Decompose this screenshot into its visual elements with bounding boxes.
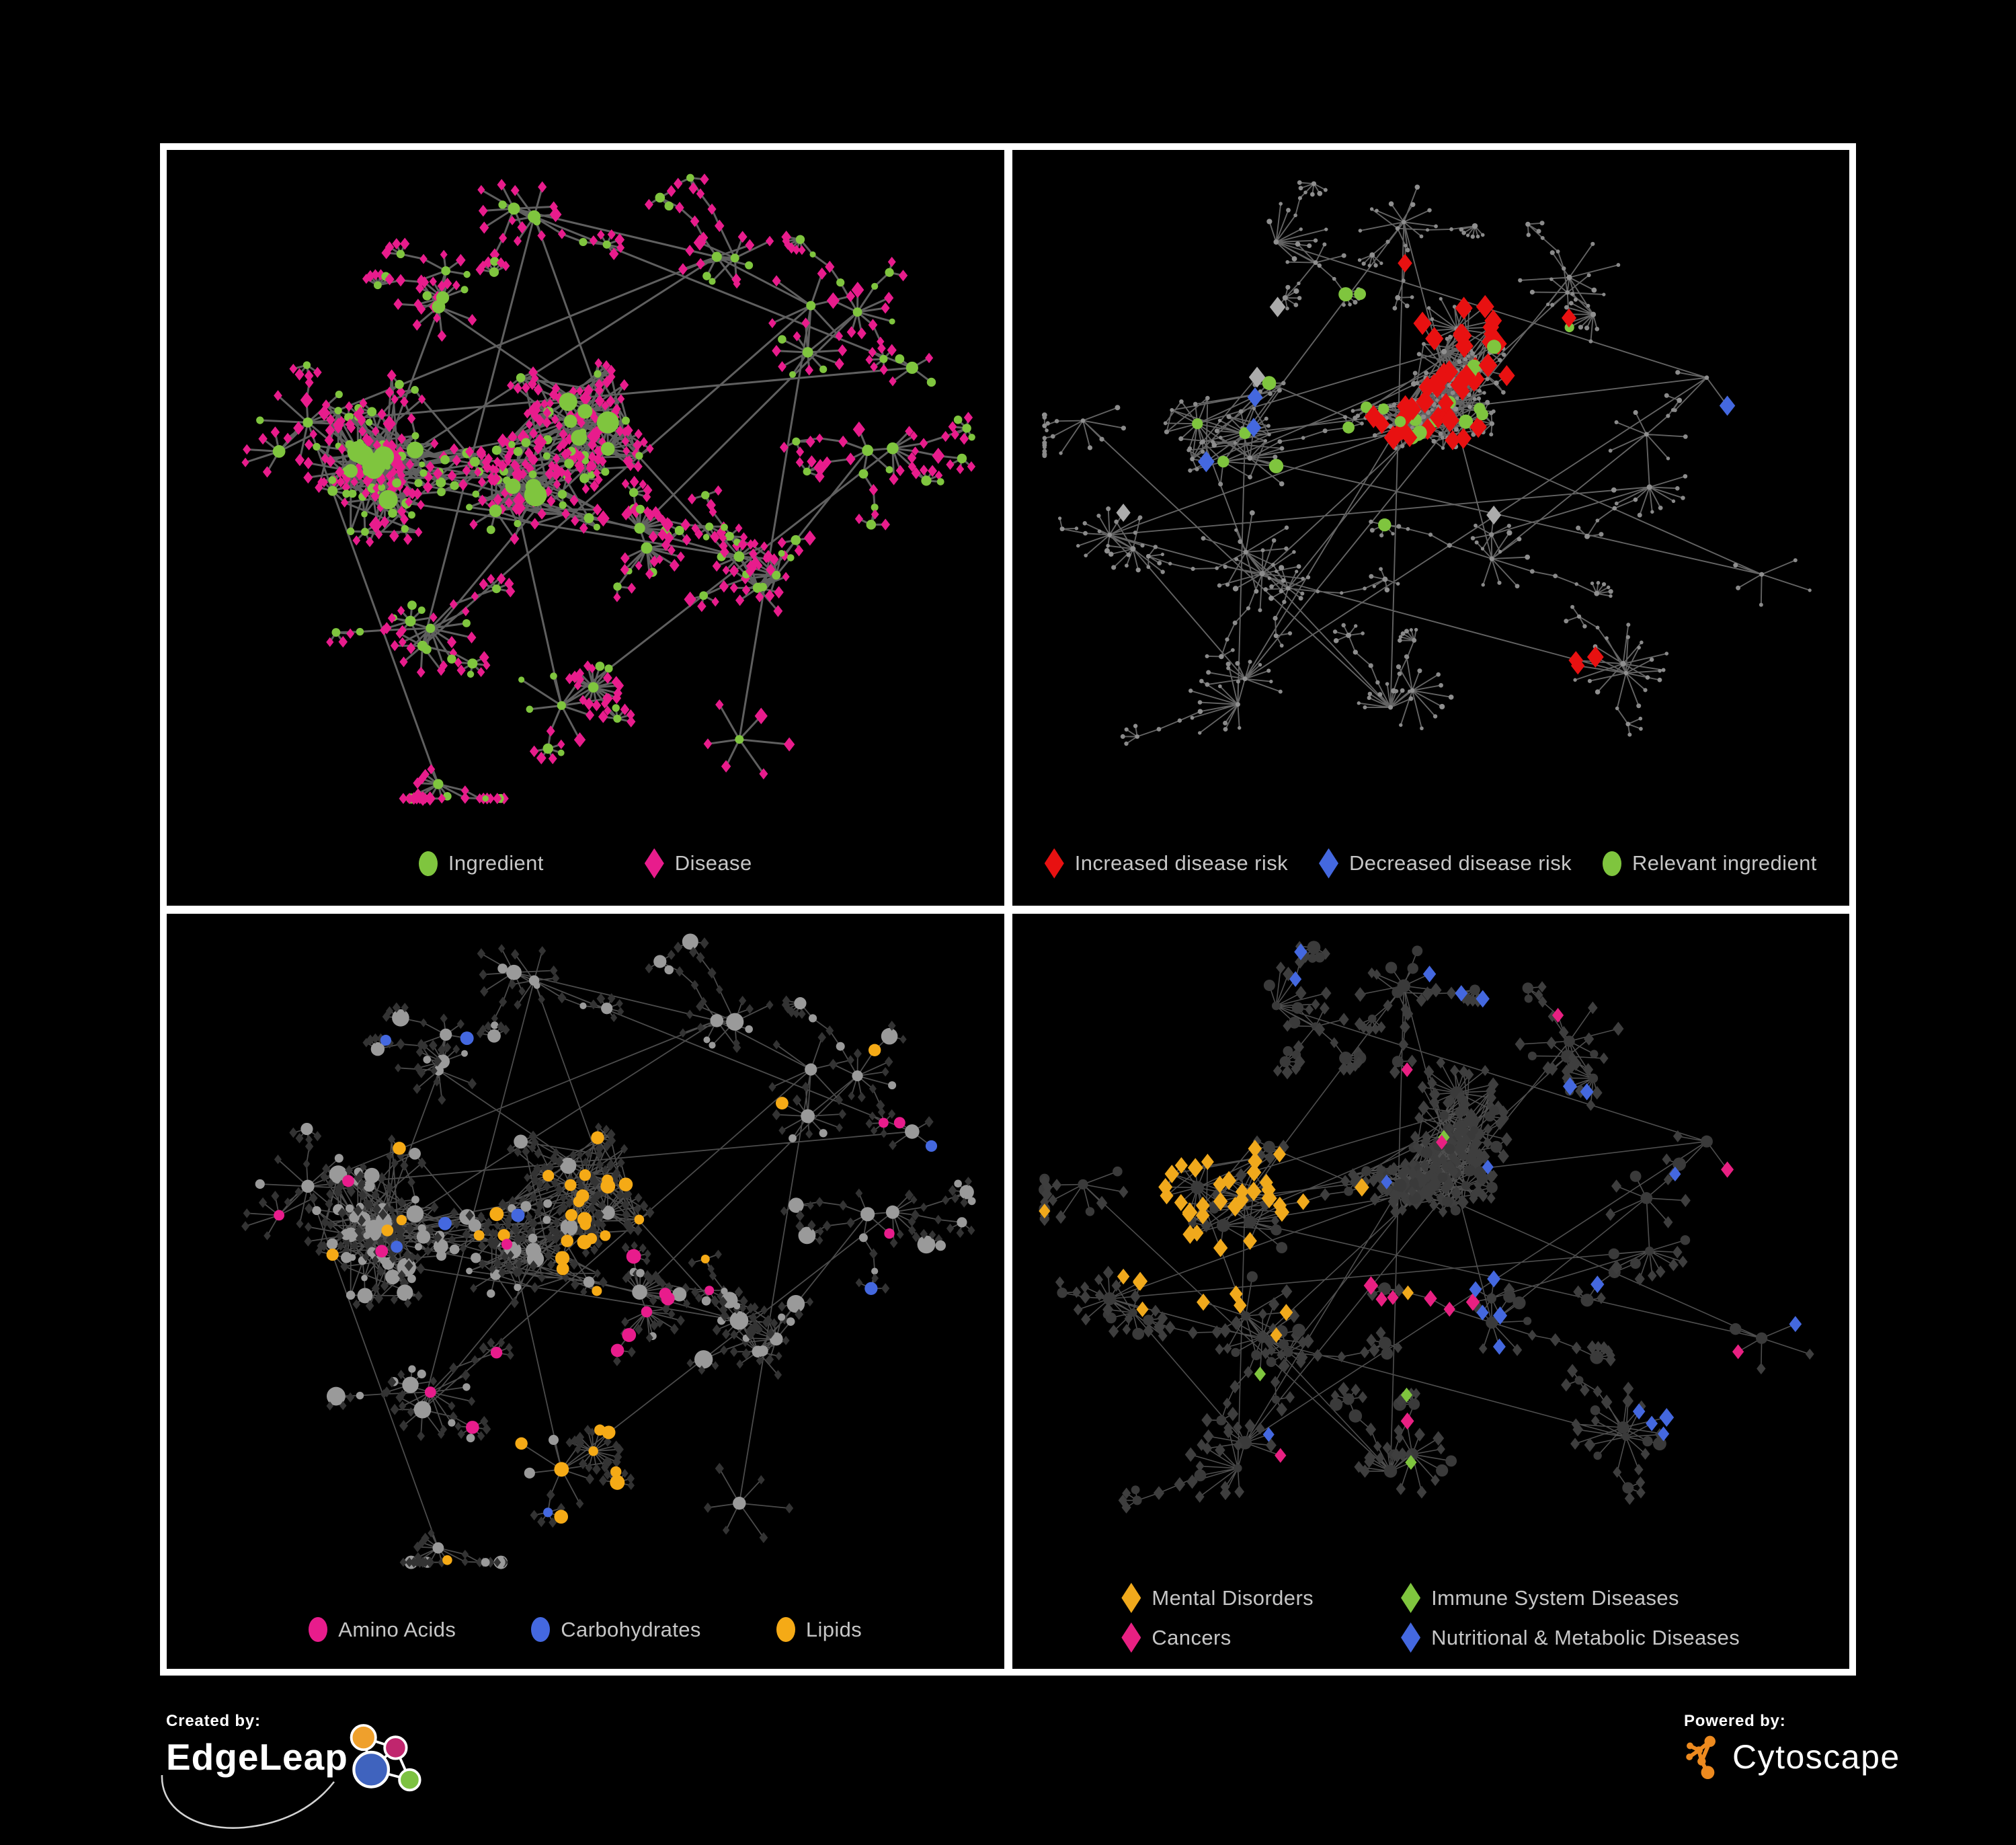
legend-macronutrients: Amino Acids Carbohydrates Lipids — [167, 1617, 1004, 1642]
legend-item: Ingredient — [418, 851, 544, 876]
edgeleap-logo-icon — [350, 1724, 421, 1792]
edgeleap-credit: Created by: EdgeLeap — [161, 1712, 429, 1829]
legend-label: Increased disease risk — [1074, 851, 1288, 875]
network-highlight-nodes — [1038, 943, 1802, 1470]
legend-ingredient-disease: Ingredient Disease — [167, 848, 1004, 879]
cytoscape-credit: Powered by: Cytoscape — [1684, 1712, 1900, 1779]
legend-item: Lipids — [776, 1617, 862, 1642]
panel-disease-risk: Increased disease risk Decreased disease… — [1012, 150, 1850, 906]
network-highlight-nodes — [1115, 253, 1735, 675]
legend-item: Increased disease risk — [1044, 848, 1288, 879]
panel-grid: Ingredient Disease Increased disease ris… — [160, 143, 1856, 1676]
legend-label: Relevant ingredient — [1632, 851, 1817, 875]
carbohydrates-circle-icon — [531, 1617, 551, 1642]
legend-item: Cancers — [1121, 1622, 1314, 1653]
legend-label: Immune System Diseases — [1431, 1585, 1679, 1610]
ingredient-disease-network-graph — [241, 173, 976, 806]
legend-label: Amino Acids — [338, 1617, 456, 1641]
network-highlight-nodes — [274, 1031, 938, 1565]
legend-item: Decreased disease risk — [1319, 848, 1572, 879]
legend-label: Cancers — [1152, 1625, 1232, 1649]
network-edges — [245, 941, 973, 1563]
panel-disease-categories: Mental Disorders Immune System Diseases … — [1012, 913, 1850, 1669]
legend-item: Mental Disorders — [1121, 1583, 1314, 1613]
created-by-label: Created by: — [166, 1712, 261, 1730]
legend-label: Decreased disease risk — [1349, 851, 1572, 875]
legend-item: Nutritional & Metabolic Diseases — [1401, 1622, 1740, 1653]
legend-item: Disease — [644, 848, 752, 879]
disease-risk-network-graph — [1041, 180, 1812, 746]
legend-label: Disease — [674, 851, 752, 875]
legend-item: Carbohydrates — [531, 1617, 701, 1642]
network-edges — [244, 176, 973, 800]
powered-by-label: Powered by: — [1684, 1712, 1786, 1730]
edgeleap-brand-row: EdgeLeap — [161, 1724, 429, 1829]
disease-diamond-icon — [644, 848, 664, 879]
legend-disease-categories: Mental Disorders Immune System Diseases … — [1012, 1583, 1850, 1653]
legend-item: Amino Acids — [309, 1617, 456, 1642]
cytoscape-logo-icon — [1686, 1735, 1716, 1779]
panel-ingredient-disease: Ingredient Disease — [167, 150, 1004, 906]
amino-acids-circle-icon — [309, 1617, 328, 1642]
legend-label: Ingredient — [448, 851, 544, 875]
cancers-diamond-icon — [1121, 1622, 1141, 1653]
edgeleap-wordmark: EdgeLeap — [166, 1736, 348, 1778]
legend-item: Relevant ingredient — [1603, 851, 1817, 876]
network-highlight-nodes — [272, 202, 918, 518]
network-nodes — [1038, 940, 1814, 1514]
lipids-circle-icon — [776, 1617, 795, 1642]
network-edges — [1043, 945, 1810, 1508]
nutritional-metabolic-diamond-icon — [1401, 1622, 1421, 1653]
network-nodes — [241, 173, 976, 806]
macronutrients-network-graph — [241, 933, 976, 1569]
legend-label: Nutritional & Metabolic Diseases — [1431, 1625, 1740, 1649]
disease-categories-network-graph — [1038, 940, 1814, 1514]
legend-label: Lipids — [805, 1617, 862, 1641]
network-nodes — [1041, 180, 1812, 746]
increased-risk-diamond-icon — [1044, 848, 1064, 879]
cytoscape-wordmark: Cytoscape — [1732, 1738, 1900, 1776]
mental-disorders-diamond-icon — [1121, 1583, 1141, 1613]
legend-label: Carbohydrates — [561, 1617, 701, 1641]
legend-item: Immune System Diseases — [1401, 1583, 1740, 1613]
decreased-risk-diamond-icon — [1319, 848, 1338, 879]
legend-disease-risk: Increased disease risk Decreased disease… — [1012, 848, 1850, 879]
relevant-ingredient-circle-icon — [1603, 851, 1622, 876]
ingredient-circle-icon — [418, 851, 438, 876]
immune-system-diamond-icon — [1401, 1583, 1421, 1613]
legend-label: Mental Disorders — [1152, 1585, 1314, 1610]
panel-macronutrients: Amino Acids Carbohydrates Lipids — [167, 913, 1004, 1669]
cytoscape-brand-row: Cytoscape — [1684, 1735, 1900, 1779]
network-edges — [1043, 182, 1810, 744]
